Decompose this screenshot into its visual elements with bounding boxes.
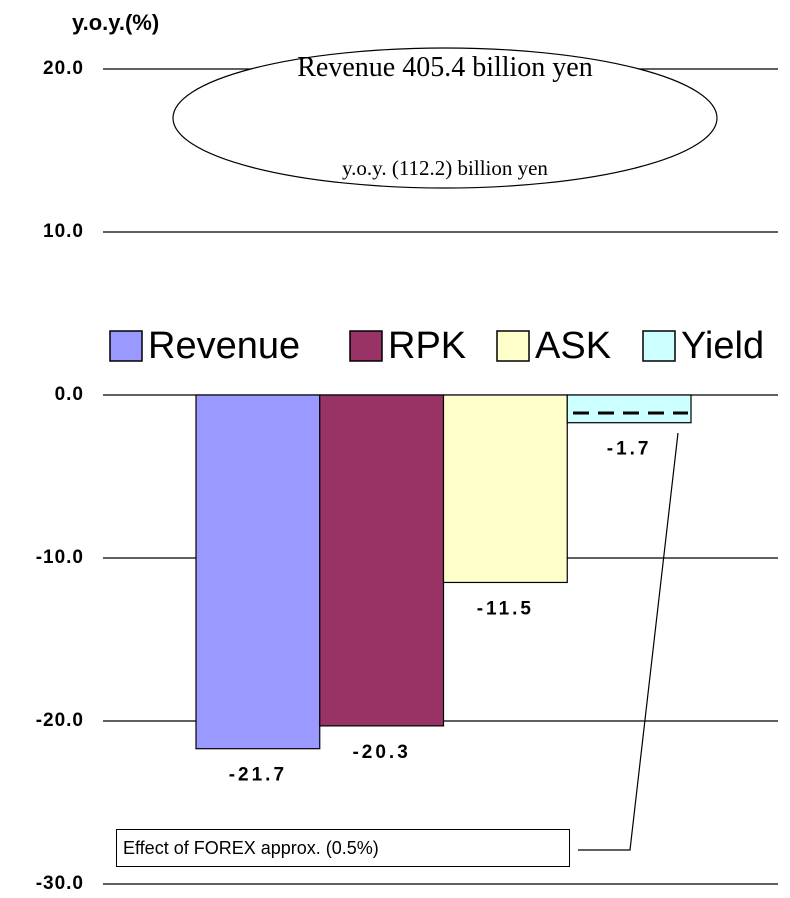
legend-label: RPK xyxy=(388,325,466,367)
legend-swatch xyxy=(496,330,530,362)
y-axis-label: y.o.y.(%) xyxy=(72,10,159,35)
y-tick-label: -30.0 xyxy=(36,873,84,894)
annotation-sub: y.o.y. (112.2) billion yen xyxy=(342,156,548,180)
y-tick-label: -20.0 xyxy=(36,710,84,731)
forex-note: Effect of FOREX approx. (0.5%) xyxy=(116,829,570,867)
y-tick-label: 20.0 xyxy=(43,58,84,79)
annotation-ellipse xyxy=(172,47,718,189)
bar xyxy=(566,394,692,424)
bar xyxy=(442,394,568,584)
legend-label: Yield xyxy=(681,325,764,367)
y-tick-label: 0.0 xyxy=(55,384,84,405)
y-tick-label: 10.0 xyxy=(43,221,84,242)
value-label: -1.7 xyxy=(607,439,652,460)
legend-label: ASK xyxy=(535,325,611,367)
legend-swatch xyxy=(109,330,143,362)
bar xyxy=(319,394,445,727)
legend-swatch xyxy=(349,330,383,362)
legend-swatch xyxy=(642,330,676,362)
legend-label: Revenue xyxy=(148,325,300,367)
value-label: -20.3 xyxy=(352,742,410,763)
leader-line xyxy=(578,432,679,851)
y-tick-label: -10.0 xyxy=(36,547,84,568)
value-label: -21.7 xyxy=(229,765,287,786)
annotation-main: Revenue 405.4 billion yen xyxy=(297,52,593,83)
value-label: -11.5 xyxy=(477,598,534,619)
bar xyxy=(195,394,321,750)
